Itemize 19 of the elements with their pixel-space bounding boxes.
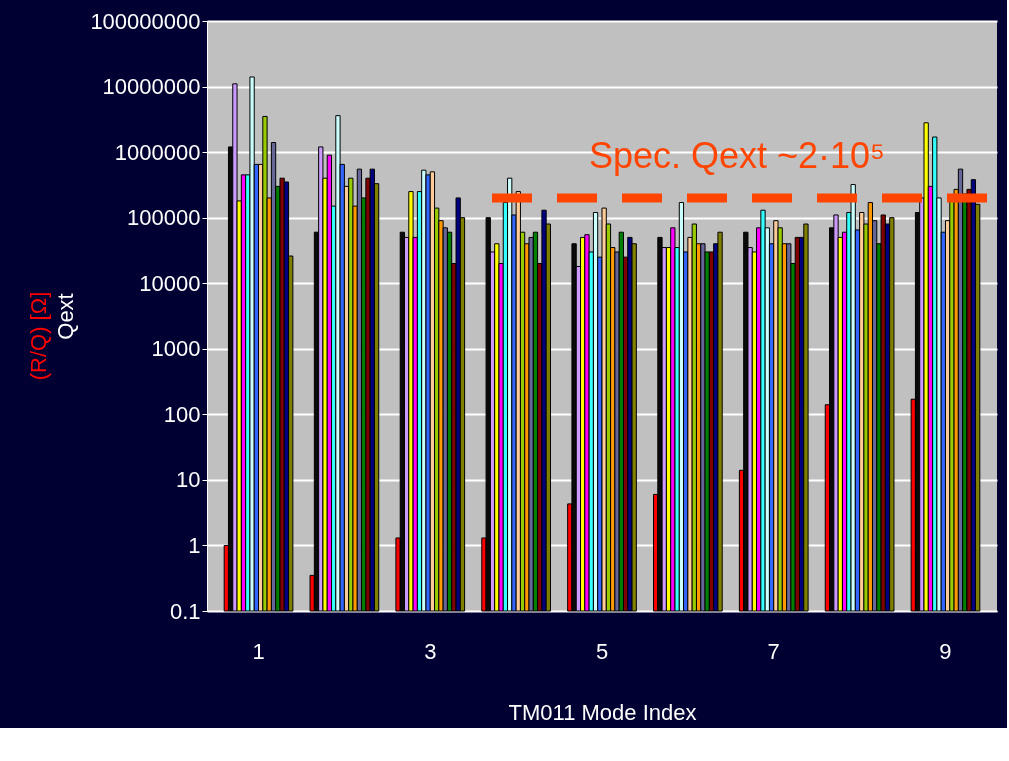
text: (R/Q) [Ω]: [26, 291, 51, 381]
y-tick-label: 1: [188, 532, 201, 558]
x-tick-label: 3: [424, 638, 437, 664]
x-tick-label: 9: [939, 638, 952, 664]
x-tick-label: 7: [767, 638, 780, 664]
y-tick-label: 10000: [139, 270, 201, 296]
y-tick-label: 10000000: [102, 74, 201, 100]
y-tick-label: 10: [176, 467, 201, 493]
x-tick-label: 1: [252, 638, 265, 664]
ref-line-label: Spec. Qext ~2·10⁵: [588, 134, 886, 176]
x-tick-label: 5: [595, 638, 609, 664]
y-tick-label: 0.1: [169, 598, 201, 624]
y-tick-label: 100: [163, 401, 201, 427]
y-tick-label: 100000000: [90, 8, 201, 34]
y-axis-title: Qext: [53, 293, 79, 340]
y-tick-label: 1000: [151, 336, 201, 362]
y-tick-label: 1000000: [114, 139, 201, 165]
x-axis-title: TM011 Mode Index: [508, 699, 697, 725]
y-tick-label: 100000: [127, 205, 201, 231]
